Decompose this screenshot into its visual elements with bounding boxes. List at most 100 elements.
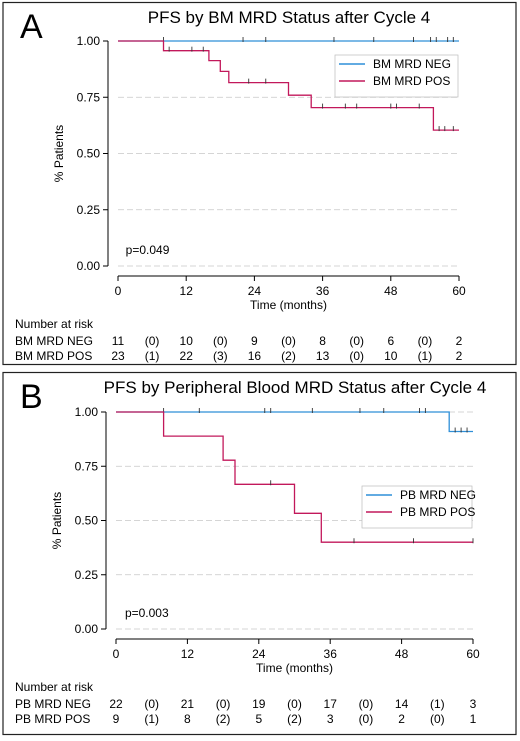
risk-count: (1)	[430, 697, 445, 711]
risk-count: (2)	[216, 712, 231, 726]
y-tick-label: 1.00	[77, 34, 101, 48]
risk-count: 6	[387, 334, 394, 348]
risk-count: (0)	[287, 697, 302, 711]
panel-letter: B	[20, 378, 43, 416]
risk-row-label: BM MRD POS	[15, 349, 92, 363]
legend-label: BM MRD NEG	[373, 57, 451, 71]
risk-count: 17	[324, 697, 338, 711]
x-tick-label: 24	[252, 647, 266, 661]
risk-count: (0)	[418, 334, 433, 348]
legend-label: PB MRD NEG	[400, 488, 476, 502]
risk-count: 16	[248, 349, 262, 363]
risk-count: (0)	[349, 334, 364, 348]
risk-count: (0)	[281, 334, 296, 348]
risk-count: (1)	[145, 349, 160, 363]
x-tick-label: 0	[113, 647, 120, 661]
series-2	[118, 40, 459, 132]
panel-b: B PFS by Peripheral Blood MRD Status afte…	[2, 371, 517, 736]
y-axis-label: % Patients	[52, 125, 66, 182]
legend: BM MRD NEG BM MRD POS	[334, 54, 459, 98]
x-tick-label: 48	[384, 284, 398, 298]
risk-count: (3)	[213, 349, 228, 363]
risk-count: (0)	[145, 334, 160, 348]
y-tick-label: 0.75	[77, 90, 101, 104]
risk-row-label: BM MRD NEG	[15, 334, 93, 348]
risk-table-heading: Number at risk	[15, 317, 94, 331]
risk-count: 10	[180, 334, 194, 348]
risk-count: (0)	[349, 349, 364, 363]
risk-count: 9	[113, 712, 120, 726]
risk-count: (0)	[144, 697, 159, 711]
x-tick-label: 36	[324, 647, 338, 661]
risk-count: 9	[251, 334, 258, 348]
x-tick-label: 24	[248, 284, 262, 298]
y-tick-label: 0.50	[75, 514, 99, 528]
km-curve	[116, 411, 473, 543]
risk-row-label: PB MRD NEG	[15, 697, 91, 711]
risk-count: 23	[111, 349, 125, 363]
risk-count: 21	[181, 697, 195, 711]
series-1	[116, 408, 473, 433]
chart-title: PFS by Peripheral Blood MRD Status after…	[104, 378, 487, 397]
risk-count: 5	[255, 712, 262, 726]
x-tick-label: 48	[395, 647, 409, 661]
risk-table: Number at risk BM MRD NEG 11 (0) 10 (0) 9 (0) 8 (…	[15, 317, 463, 363]
x-axis-label: Time (months)	[256, 661, 333, 675]
risk-count: (1)	[418, 349, 433, 363]
y-tick-label: 0.00	[75, 622, 99, 636]
risk-count: 3	[327, 712, 334, 726]
risk-count: 2	[456, 334, 463, 348]
x-tick-label: 36	[316, 284, 330, 298]
risk-count: 19	[252, 697, 266, 711]
risk-count: (2)	[287, 712, 302, 726]
risk-count: (1)	[144, 712, 159, 726]
legend-box	[334, 54, 459, 98]
y-tick-label: 0.50	[77, 147, 101, 161]
risk-count: (2)	[281, 349, 296, 363]
panel-frame	[2, 371, 517, 736]
km-curve	[118, 40, 459, 131]
risk-count: 13	[316, 349, 330, 363]
risk-count: 2	[398, 712, 405, 726]
risk-count: 11	[112, 334, 125, 348]
risk-count: (0)	[213, 334, 228, 348]
risk-count: (0)	[359, 697, 374, 711]
legend: PB MRD NEG PB MRD POS	[361, 485, 476, 529]
risk-count: 2	[456, 349, 463, 363]
panel-frame	[2, 1, 517, 366]
x-tick-label: 60	[452, 284, 466, 298]
risk-count: 22	[109, 697, 123, 711]
y-tick-label: 0.75	[75, 459, 99, 473]
series-1	[118, 37, 459, 42]
x-axis-label: Time (months)	[250, 298, 327, 312]
risk-count: 8	[319, 334, 326, 348]
p-value-annotation: p=0.003	[125, 606, 169, 620]
panel-a: A PFS by BM MRD Status after Cycle 4 0.00 0…	[2, 1, 517, 366]
x-tick-label: 12	[181, 647, 195, 661]
legend-box	[361, 485, 473, 529]
legend-label: BM MRD POS	[373, 74, 450, 88]
risk-count: 22	[180, 349, 194, 363]
x-tick-label: 60	[466, 647, 480, 661]
y-tick-label: 1.00	[75, 405, 99, 419]
risk-count: 10	[384, 349, 398, 363]
x-tick-label: 0	[115, 284, 122, 298]
risk-count: (0)	[216, 697, 231, 711]
x-tick-label: 12	[180, 284, 194, 298]
panel-letter: A	[20, 8, 43, 46]
risk-count: (0)	[430, 712, 445, 726]
risk-count: (0)	[359, 712, 374, 726]
y-tick-label: 0.00	[77, 259, 101, 273]
chart-title: PFS by BM MRD Status after Cycle 4	[148, 8, 430, 27]
legend-label: PB MRD POS	[400, 505, 475, 519]
risk-table-heading: Number at risk	[15, 680, 94, 694]
y-tick-label: 0.25	[75, 568, 99, 582]
y-axis-label: % Patients	[50, 492, 64, 549]
risk-count: 3	[470, 697, 477, 711]
risk-count: 8	[184, 712, 191, 726]
p-value-annotation: p=0.049	[126, 243, 170, 257]
y-tick-label: 0.25	[77, 203, 101, 217]
series-2	[116, 411, 474, 544]
